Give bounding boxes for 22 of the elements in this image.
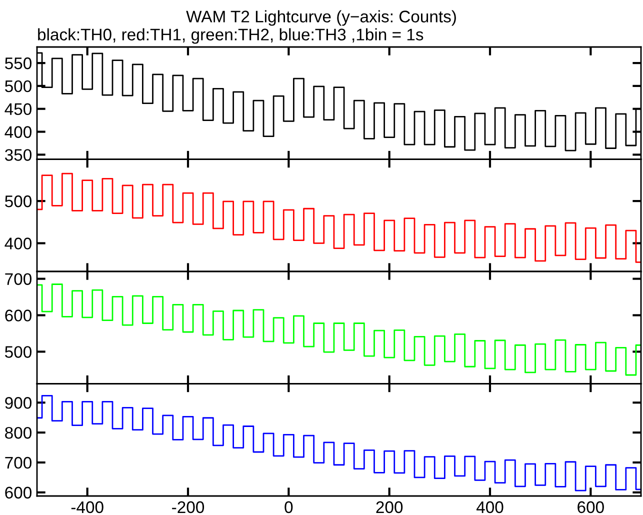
y-tick-label: 600 [5,486,32,499]
y-tick-label: 700 [5,273,32,285]
y-tick-label: 700 [5,456,32,469]
x-tick-label: 200 [376,501,403,514]
chart-title: WAM T2 Lightcurve (y−axis: Counts) [186,10,456,26]
y-tick-label: 900 [5,397,32,409]
x-tick-label: 400 [476,501,504,514]
y-tick-label: 600 [5,310,32,322]
y-tick-label: 450 [4,103,32,116]
x-tick-label: -200 [172,501,204,514]
y-tick-label: 500 [5,195,32,208]
y-tick-label: 800 [5,426,32,439]
x-tick-label: 0 [284,501,293,514]
chart-subtitle: black:TH0, red:TH1, green:TH2, blue:TH3 ,1bin = 1s [38,28,424,44]
x-tick-label: -400 [71,501,104,514]
y-tick-label: 550 [5,57,32,70]
y-tick-label: 350 [4,149,32,161]
y-tick-label: 400 [4,126,32,138]
y-tick-label: 500 [5,80,32,92]
x-tick-label: 600 [578,501,604,514]
y-tick-label: 400 [4,238,32,250]
y-tick-label: 500 [5,346,32,358]
